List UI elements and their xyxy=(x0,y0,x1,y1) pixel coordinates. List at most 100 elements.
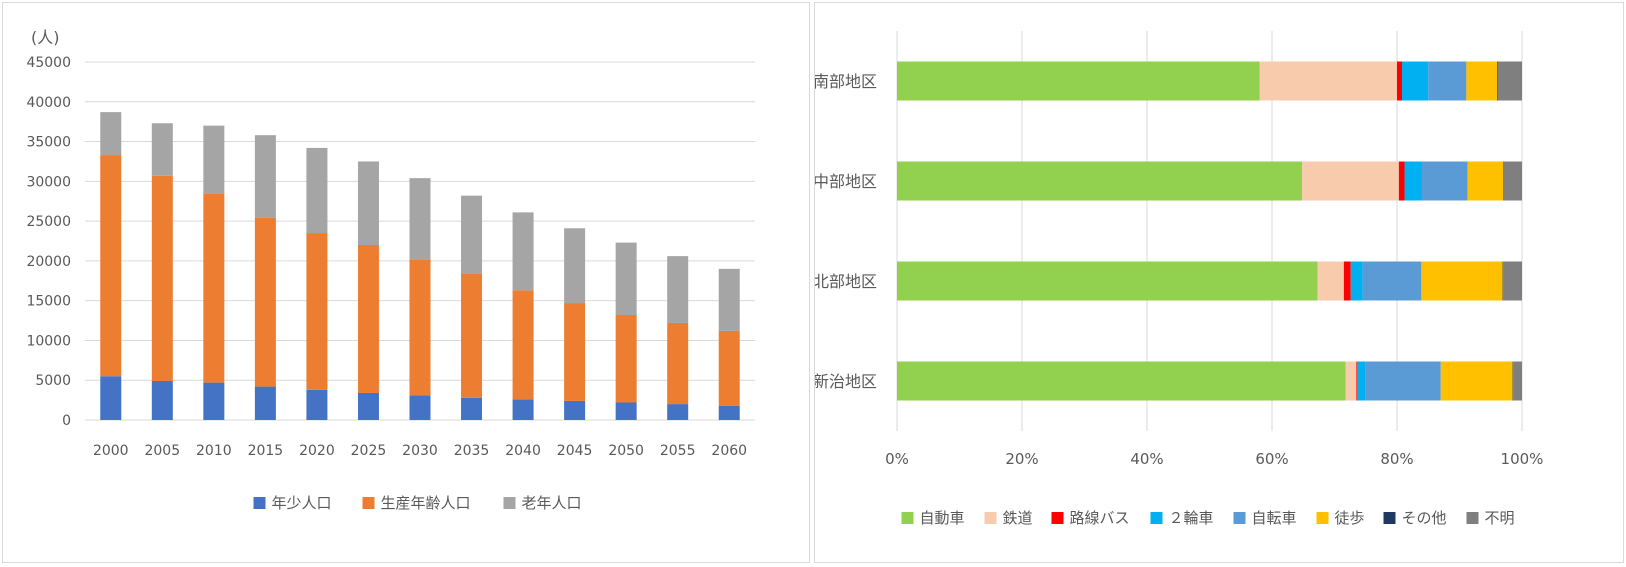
bar-2020-series-1 xyxy=(306,233,328,390)
population-stacked-bar-chart: (人) 0 5000 10000 15000 20000 25000 30000 35000 4… xyxy=(26,28,755,512)
bar-北部地区-series-2 xyxy=(1343,261,1351,301)
bar-新治地区-series-7 xyxy=(1513,361,1522,401)
y-unit-label: (人) xyxy=(31,28,60,47)
y-tick-label: 0 xyxy=(62,413,71,429)
legend-label-7: 不明 xyxy=(1485,509,1515,527)
legend-label-4: 自転車 xyxy=(1252,509,1297,527)
bar-北部地区-series-1 xyxy=(1317,261,1344,301)
x-tick-label: 2050 xyxy=(608,443,644,459)
bar-2055-series-2 xyxy=(667,256,689,323)
bar-2060-series-0 xyxy=(718,405,740,420)
legend-label-0: 年少人口 xyxy=(272,494,332,512)
bar-2010-series-1 xyxy=(203,193,225,383)
bar-2040-series-0 xyxy=(512,399,534,420)
legend-swatch-5 xyxy=(1316,512,1329,524)
bar-2045-series-2 xyxy=(564,228,586,304)
bar-2025-series-0 xyxy=(357,392,379,420)
x-tick-label: 2030 xyxy=(402,443,438,459)
bar-2050-series-1 xyxy=(615,314,637,403)
x-tick-label: 2060 xyxy=(711,443,747,459)
bar-2050-series-2 xyxy=(615,242,637,315)
bar-中部地区-series-1 xyxy=(1302,161,1399,201)
bar-中部地区-series-5 xyxy=(1467,161,1504,201)
legend-swatch-4 xyxy=(1233,512,1246,524)
bar-2010-series-0 xyxy=(203,382,225,420)
y-tick-label: 10000 xyxy=(26,333,71,349)
x-tick-label: 2000 xyxy=(93,443,129,459)
legend-label-6: その他 xyxy=(1402,509,1447,527)
legend-label-5: 徒歩 xyxy=(1335,509,1365,527)
legend-label-0: 自動車 xyxy=(920,509,965,527)
bar-中部地区-series-3 xyxy=(1404,161,1422,201)
bar-2035-series-0 xyxy=(461,397,483,420)
y-tick-label: 5000 xyxy=(35,373,71,389)
legend-label-1: 鉄道 xyxy=(1003,509,1033,527)
bar-北部地区-series-7 xyxy=(1503,261,1522,301)
population-chart-panel: (人) 0 5000 10000 15000 20000 25000 30000 35000 4… xyxy=(2,2,810,563)
bar-北部地区-series-0 xyxy=(897,261,1318,301)
bar-新治地区-series-2 xyxy=(1356,361,1357,401)
legend-swatch-1 xyxy=(984,512,997,524)
bar-2015-series-0 xyxy=(254,386,276,420)
x-tick-label: 2045 xyxy=(557,443,593,459)
y-tick-label: 30000 xyxy=(26,174,71,190)
legend-swatch-0 xyxy=(253,497,266,509)
x-tick-label: 2035 xyxy=(454,443,490,459)
bar-北部地区-series-3 xyxy=(1350,261,1363,301)
category-label: 南部地区 xyxy=(815,72,877,91)
x-tick-label: 2055 xyxy=(660,443,696,459)
x-tick-label: 2010 xyxy=(196,443,232,459)
x-tick-label: 0% xyxy=(885,450,909,468)
bar-2035-series-2 xyxy=(461,195,483,274)
bar-南部地区-series-7 xyxy=(1497,61,1522,101)
bar-南部地区-series-2 xyxy=(1397,61,1402,101)
bar-2045-series-0 xyxy=(564,400,586,420)
bar-中部地区-series-7 xyxy=(1503,161,1522,201)
bar-南部地区-series-1 xyxy=(1259,61,1397,101)
bar-北部地区-series-4 xyxy=(1362,261,1422,301)
x-tick-label: 2015 xyxy=(248,443,284,459)
bar-中部地区-series-2 xyxy=(1398,161,1405,201)
bar-2020-series-0 xyxy=(306,389,328,420)
bar-2000-series-1 xyxy=(100,155,122,377)
bar-2020-series-2 xyxy=(306,147,328,234)
bar-北部地区-series-5 xyxy=(1421,261,1503,301)
bar-2030-series-0 xyxy=(409,395,431,420)
bar-中部地区-series-0 xyxy=(897,161,1302,201)
y-tick-label: 20000 xyxy=(26,254,71,270)
bar-2005-series-2 xyxy=(151,123,173,176)
bar-新治地区-series-1 xyxy=(1345,361,1357,401)
bar-北部地区-series-6 xyxy=(1502,261,1504,301)
x-tick-label: 100% xyxy=(1501,450,1544,468)
bar-新治地区-series-5 xyxy=(1440,361,1513,401)
x-tick-label: 2005 xyxy=(144,443,180,459)
legend-label-2: 路線バス xyxy=(1070,509,1130,527)
y-tick-label: 40000 xyxy=(26,95,71,111)
legend-swatch-6 xyxy=(1383,512,1396,524)
bar-2055-series-1 xyxy=(667,322,689,405)
y-tick-label: 25000 xyxy=(26,214,71,230)
bar-2025-series-1 xyxy=(357,244,379,393)
category-label: 中部地区 xyxy=(815,172,877,191)
bar-2025-series-2 xyxy=(357,161,379,245)
bar-2010-series-2 xyxy=(203,125,225,194)
x-tick-label: 20% xyxy=(1005,450,1038,468)
legend-swatch-7 xyxy=(1466,512,1479,524)
bar-新治地区-series-6 xyxy=(1512,361,1514,401)
bar-新治地区-series-4 xyxy=(1365,361,1441,401)
y-tick-label: 45000 xyxy=(26,55,71,71)
legend-swatch-0 xyxy=(901,512,914,524)
bar-南部地区-series-3 xyxy=(1402,61,1429,101)
x-tick-label: 40% xyxy=(1130,450,1163,468)
bar-2040-series-2 xyxy=(512,212,534,291)
x-tick-label: 60% xyxy=(1255,450,1288,468)
y-tick-label: 35000 xyxy=(26,135,71,151)
bar-2040-series-1 xyxy=(512,290,534,400)
bar-2060-series-1 xyxy=(718,330,740,406)
bar-2035-series-1 xyxy=(461,273,483,398)
bar-南部地区-series-0 xyxy=(897,61,1260,101)
x-tick-label: 2040 xyxy=(505,443,541,459)
legend-label-2: 老年人口 xyxy=(522,494,582,512)
bar-2005-series-0 xyxy=(151,381,173,420)
